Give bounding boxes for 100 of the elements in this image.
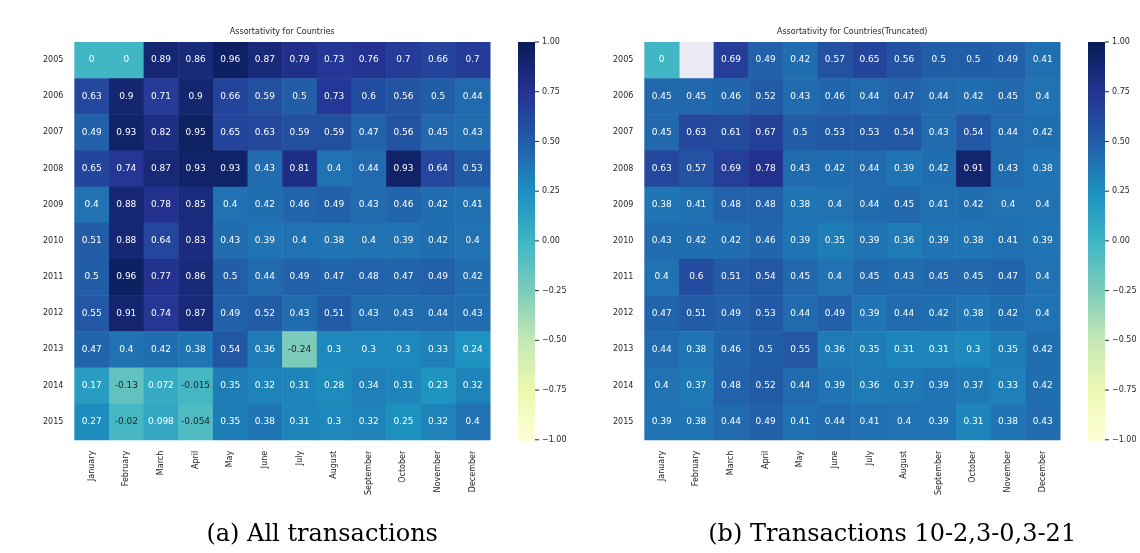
data-label: 0.44 [651, 343, 672, 354]
data-label: 0.45 [651, 126, 672, 137]
data-label: 0.39 [790, 235, 811, 246]
data-label: 0.63 [651, 162, 672, 173]
data-label: 0.45 [790, 271, 811, 282]
data-label: 0.46 [720, 90, 742, 101]
data-label: 0.57 [686, 162, 707, 173]
data-label: 0.4 [465, 235, 481, 246]
data-label: 0.35 [824, 235, 845, 246]
data-label: 0.91 [963, 162, 984, 173]
x-tick-label: December [467, 450, 477, 493]
data-label: 0.43 [358, 199, 379, 210]
data-label: 0.38 [254, 416, 276, 427]
data-label: 0.35 [220, 416, 241, 427]
data-label: 0.51 [324, 307, 345, 318]
data-label: 0 [88, 54, 95, 65]
data-label: 0.38 [1032, 162, 1053, 173]
data-label: 0.44 [720, 416, 742, 427]
data-label: 0.74 [150, 307, 172, 318]
data-label: 0.65 [859, 54, 880, 65]
data-label: 0.91 [116, 307, 137, 318]
data-label: 0.43 [254, 162, 275, 173]
data-label: 0.39 [928, 235, 950, 246]
x-tick-label: May [795, 450, 805, 468]
data-label: 0.42 [428, 199, 449, 210]
data-label: 0.53 [462, 162, 483, 173]
data-label: 0.4 [223, 199, 238, 210]
data-label: 0.43 [894, 271, 915, 282]
data-label: 0.87 [185, 307, 206, 318]
y-tick-label: 2011 [613, 272, 634, 282]
data-label: 0.86 [185, 271, 206, 282]
data-label: 0.44 [790, 379, 811, 390]
data-label: 0.59 [324, 126, 345, 137]
data-label: -0.015 [181, 379, 211, 390]
data-label: 0.42 [790, 54, 811, 65]
data-label: 0.5 [223, 271, 238, 282]
data-label: 0.64 [428, 162, 449, 173]
data-label: 0.31 [393, 379, 414, 390]
data-label: 0.51 [81, 235, 102, 246]
data-label: 0.65 [81, 162, 102, 173]
data-label: 0.46 [755, 235, 776, 246]
text: (b) Transactions 10-2,3-0,3-21 [708, 519, 1077, 548]
data-label: 0.4 [361, 235, 377, 246]
data-label: 0.32 [358, 416, 379, 427]
data-label: 0.45 [998, 90, 1019, 101]
data-label: 0.43 [790, 162, 811, 173]
x-tick-label: March [156, 450, 166, 476]
data-label: 0.9 [119, 90, 134, 101]
chart-title: Assortativity for Countries(Truncated) [776, 27, 928, 37]
data-label: 0.42 [1032, 343, 1053, 354]
y-tick-label: 2013 [613, 344, 634, 354]
data-label: 0.93 [116, 126, 137, 137]
data-label: 0.44 [790, 307, 811, 318]
data-label: 0.44 [859, 90, 880, 101]
data-label: 0.73 [324, 90, 345, 101]
data-label: 0.79 [289, 54, 310, 65]
data-label: 0.48 [720, 379, 742, 390]
x-tick-label: September [933, 450, 943, 495]
data-label: 0.43 [998, 162, 1019, 173]
data-label: 0.48 [720, 199, 742, 210]
x-tick-label: August [899, 450, 909, 479]
data-label: -0.24 [287, 343, 312, 354]
data-label: 0.39 [859, 235, 880, 246]
data-label: 0.52 [254, 307, 275, 318]
data-label: 0.4 [1000, 199, 1016, 210]
y-tick-label: 2013 [43, 344, 64, 354]
color-bar-label: −0.25 [1112, 285, 1137, 295]
data-label: 0.51 [720, 271, 741, 282]
data-label: 0.38 [963, 307, 984, 318]
data-label: 0.25 [393, 416, 414, 427]
data-label: 0.43 [928, 126, 949, 137]
data-label: 0.39 [928, 416, 950, 427]
color-bar-label: 0.00 [542, 235, 560, 245]
data-label: 0.39 [928, 379, 950, 390]
data-label: 0.53 [859, 126, 880, 137]
data-label: 0 [658, 54, 665, 65]
data-label: 0.5 [292, 90, 307, 101]
data-label: 0.85 [185, 199, 206, 210]
color-bar-label: −1.00 [542, 434, 567, 444]
data-label: 0.76 [358, 54, 380, 65]
data-label: 0.39 [1032, 235, 1053, 246]
data-label: 0.41 [998, 235, 1019, 246]
data-label: 0.57 [824, 54, 845, 65]
data-label: 0.43 [790, 90, 811, 101]
data-label: 0.4 [1035, 271, 1051, 282]
data-label: 0.49 [81, 126, 102, 137]
data-label: 0.4 [1035, 199, 1051, 210]
data-label: 0.5 [966, 54, 981, 65]
x-tick-label: June [829, 450, 839, 470]
data-label: 0.43 [651, 235, 672, 246]
data-label: 0.42 [928, 162, 949, 173]
data-label: 0.45 [894, 199, 915, 210]
data-label: 0.4 [1035, 90, 1051, 101]
data-label: 0.6 [361, 90, 377, 101]
data-label: 0.55 [790, 343, 811, 354]
data-label: 0.39 [254, 235, 276, 246]
data-label: 0.49 [998, 54, 1019, 65]
data-label: 0.46 [720, 343, 742, 354]
data-label: 0.41 [859, 416, 880, 427]
data-label: 0.36 [859, 379, 880, 390]
